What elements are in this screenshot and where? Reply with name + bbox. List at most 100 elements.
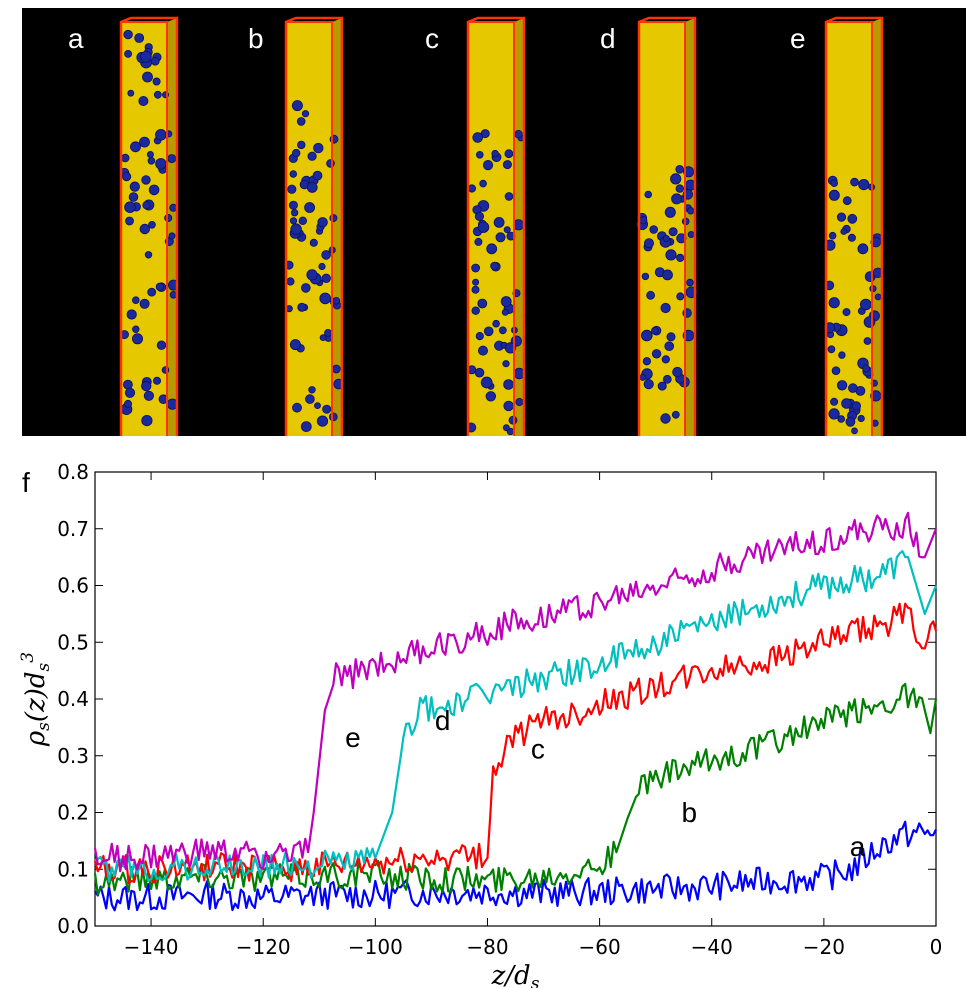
particle bbox=[874, 293, 882, 301]
particle bbox=[164, 213, 173, 222]
x-tick-label: −100 bbox=[348, 935, 403, 959]
particle bbox=[840, 228, 848, 235]
x-tick-label: −80 bbox=[466, 935, 508, 959]
particle bbox=[309, 238, 318, 247]
particle bbox=[475, 331, 484, 341]
particle bbox=[120, 153, 130, 163]
particle bbox=[291, 100, 303, 112]
particle bbox=[503, 400, 514, 412]
particle bbox=[841, 398, 852, 409]
particle bbox=[671, 410, 680, 419]
snapshot-label-c: c bbox=[425, 23, 439, 54]
particle bbox=[643, 379, 654, 390]
particle bbox=[503, 379, 514, 390]
particle bbox=[863, 337, 872, 345]
particle bbox=[331, 364, 341, 374]
particle bbox=[480, 376, 493, 389]
particle bbox=[838, 351, 846, 359]
particle bbox=[640, 329, 653, 342]
curve-label-e: e bbox=[345, 722, 361, 753]
column-frame-front bbox=[639, 21, 686, 436]
particle bbox=[139, 223, 151, 235]
density-profile-chart: f −140 −120 −100 −80 −60 −40 −20 0 0.0 0.1 0.2 0.3 0… bbox=[18, 460, 942, 988]
particle bbox=[123, 379, 133, 390]
snapshot-label-e: e bbox=[790, 23, 806, 54]
particle bbox=[475, 151, 484, 159]
particle bbox=[138, 96, 149, 107]
particle bbox=[830, 397, 839, 406]
particle bbox=[644, 238, 655, 249]
particle bbox=[472, 278, 480, 286]
particle bbox=[132, 325, 140, 333]
particle bbox=[471, 263, 481, 273]
particle bbox=[300, 421, 312, 433]
particle bbox=[300, 283, 311, 293]
particle bbox=[140, 380, 152, 392]
particle bbox=[472, 132, 484, 143]
particle bbox=[675, 184, 684, 193]
curve-label-c: c bbox=[531, 734, 545, 765]
particle bbox=[321, 273, 331, 284]
particle bbox=[329, 214, 338, 223]
particle bbox=[124, 399, 133, 408]
particle bbox=[297, 302, 307, 312]
particle bbox=[328, 412, 338, 422]
particle bbox=[863, 316, 876, 328]
particle bbox=[144, 251, 153, 259]
particle bbox=[671, 193, 683, 205]
particle bbox=[153, 90, 162, 99]
particle bbox=[289, 170, 297, 178]
particle bbox=[848, 383, 858, 393]
particle bbox=[155, 282, 164, 291]
particle bbox=[304, 202, 316, 213]
particle bbox=[305, 394, 315, 404]
particle bbox=[504, 149, 514, 159]
curve-label-a: a bbox=[850, 831, 866, 862]
particle bbox=[676, 253, 685, 262]
particle bbox=[155, 158, 167, 170]
particle bbox=[287, 184, 297, 194]
particle bbox=[642, 357, 652, 366]
particle bbox=[842, 196, 852, 206]
particle bbox=[666, 332, 676, 342]
snapshot-column-e bbox=[824, 16, 884, 436]
particle bbox=[639, 216, 648, 225]
particle bbox=[313, 142, 324, 154]
snapshot-column-b bbox=[284, 16, 345, 436]
series-line-c bbox=[93, 602, 938, 885]
particle bbox=[831, 366, 841, 376]
particle bbox=[332, 296, 341, 305]
particle bbox=[639, 373, 647, 381]
series-line-a bbox=[94, 820, 937, 912]
particle bbox=[307, 151, 317, 161]
particle bbox=[836, 212, 847, 222]
particle bbox=[858, 179, 870, 191]
particle bbox=[306, 181, 318, 193]
snapshot-label-b: b bbox=[248, 23, 264, 54]
particle bbox=[124, 387, 136, 398]
particle bbox=[662, 374, 672, 384]
particle bbox=[129, 181, 140, 192]
particle bbox=[292, 402, 302, 413]
particle bbox=[141, 414, 153, 427]
particle bbox=[474, 211, 484, 221]
particle bbox=[316, 415, 329, 427]
particle bbox=[859, 298, 872, 311]
panel-label-f: f bbox=[22, 467, 30, 498]
particle bbox=[665, 249, 677, 261]
particle bbox=[324, 328, 332, 337]
particle bbox=[124, 201, 136, 214]
particle bbox=[296, 117, 306, 126]
particle bbox=[152, 376, 161, 385]
particle bbox=[485, 391, 497, 402]
particle bbox=[147, 287, 157, 297]
snapshot-column-d bbox=[636, 16, 698, 436]
particle bbox=[851, 427, 858, 435]
particle bbox=[125, 216, 134, 226]
column-frame bbox=[284, 16, 344, 436]
column-frame-front bbox=[121, 21, 168, 436]
particle bbox=[139, 136, 150, 148]
particle bbox=[477, 221, 490, 233]
particle bbox=[662, 269, 673, 281]
particle bbox=[503, 226, 511, 234]
